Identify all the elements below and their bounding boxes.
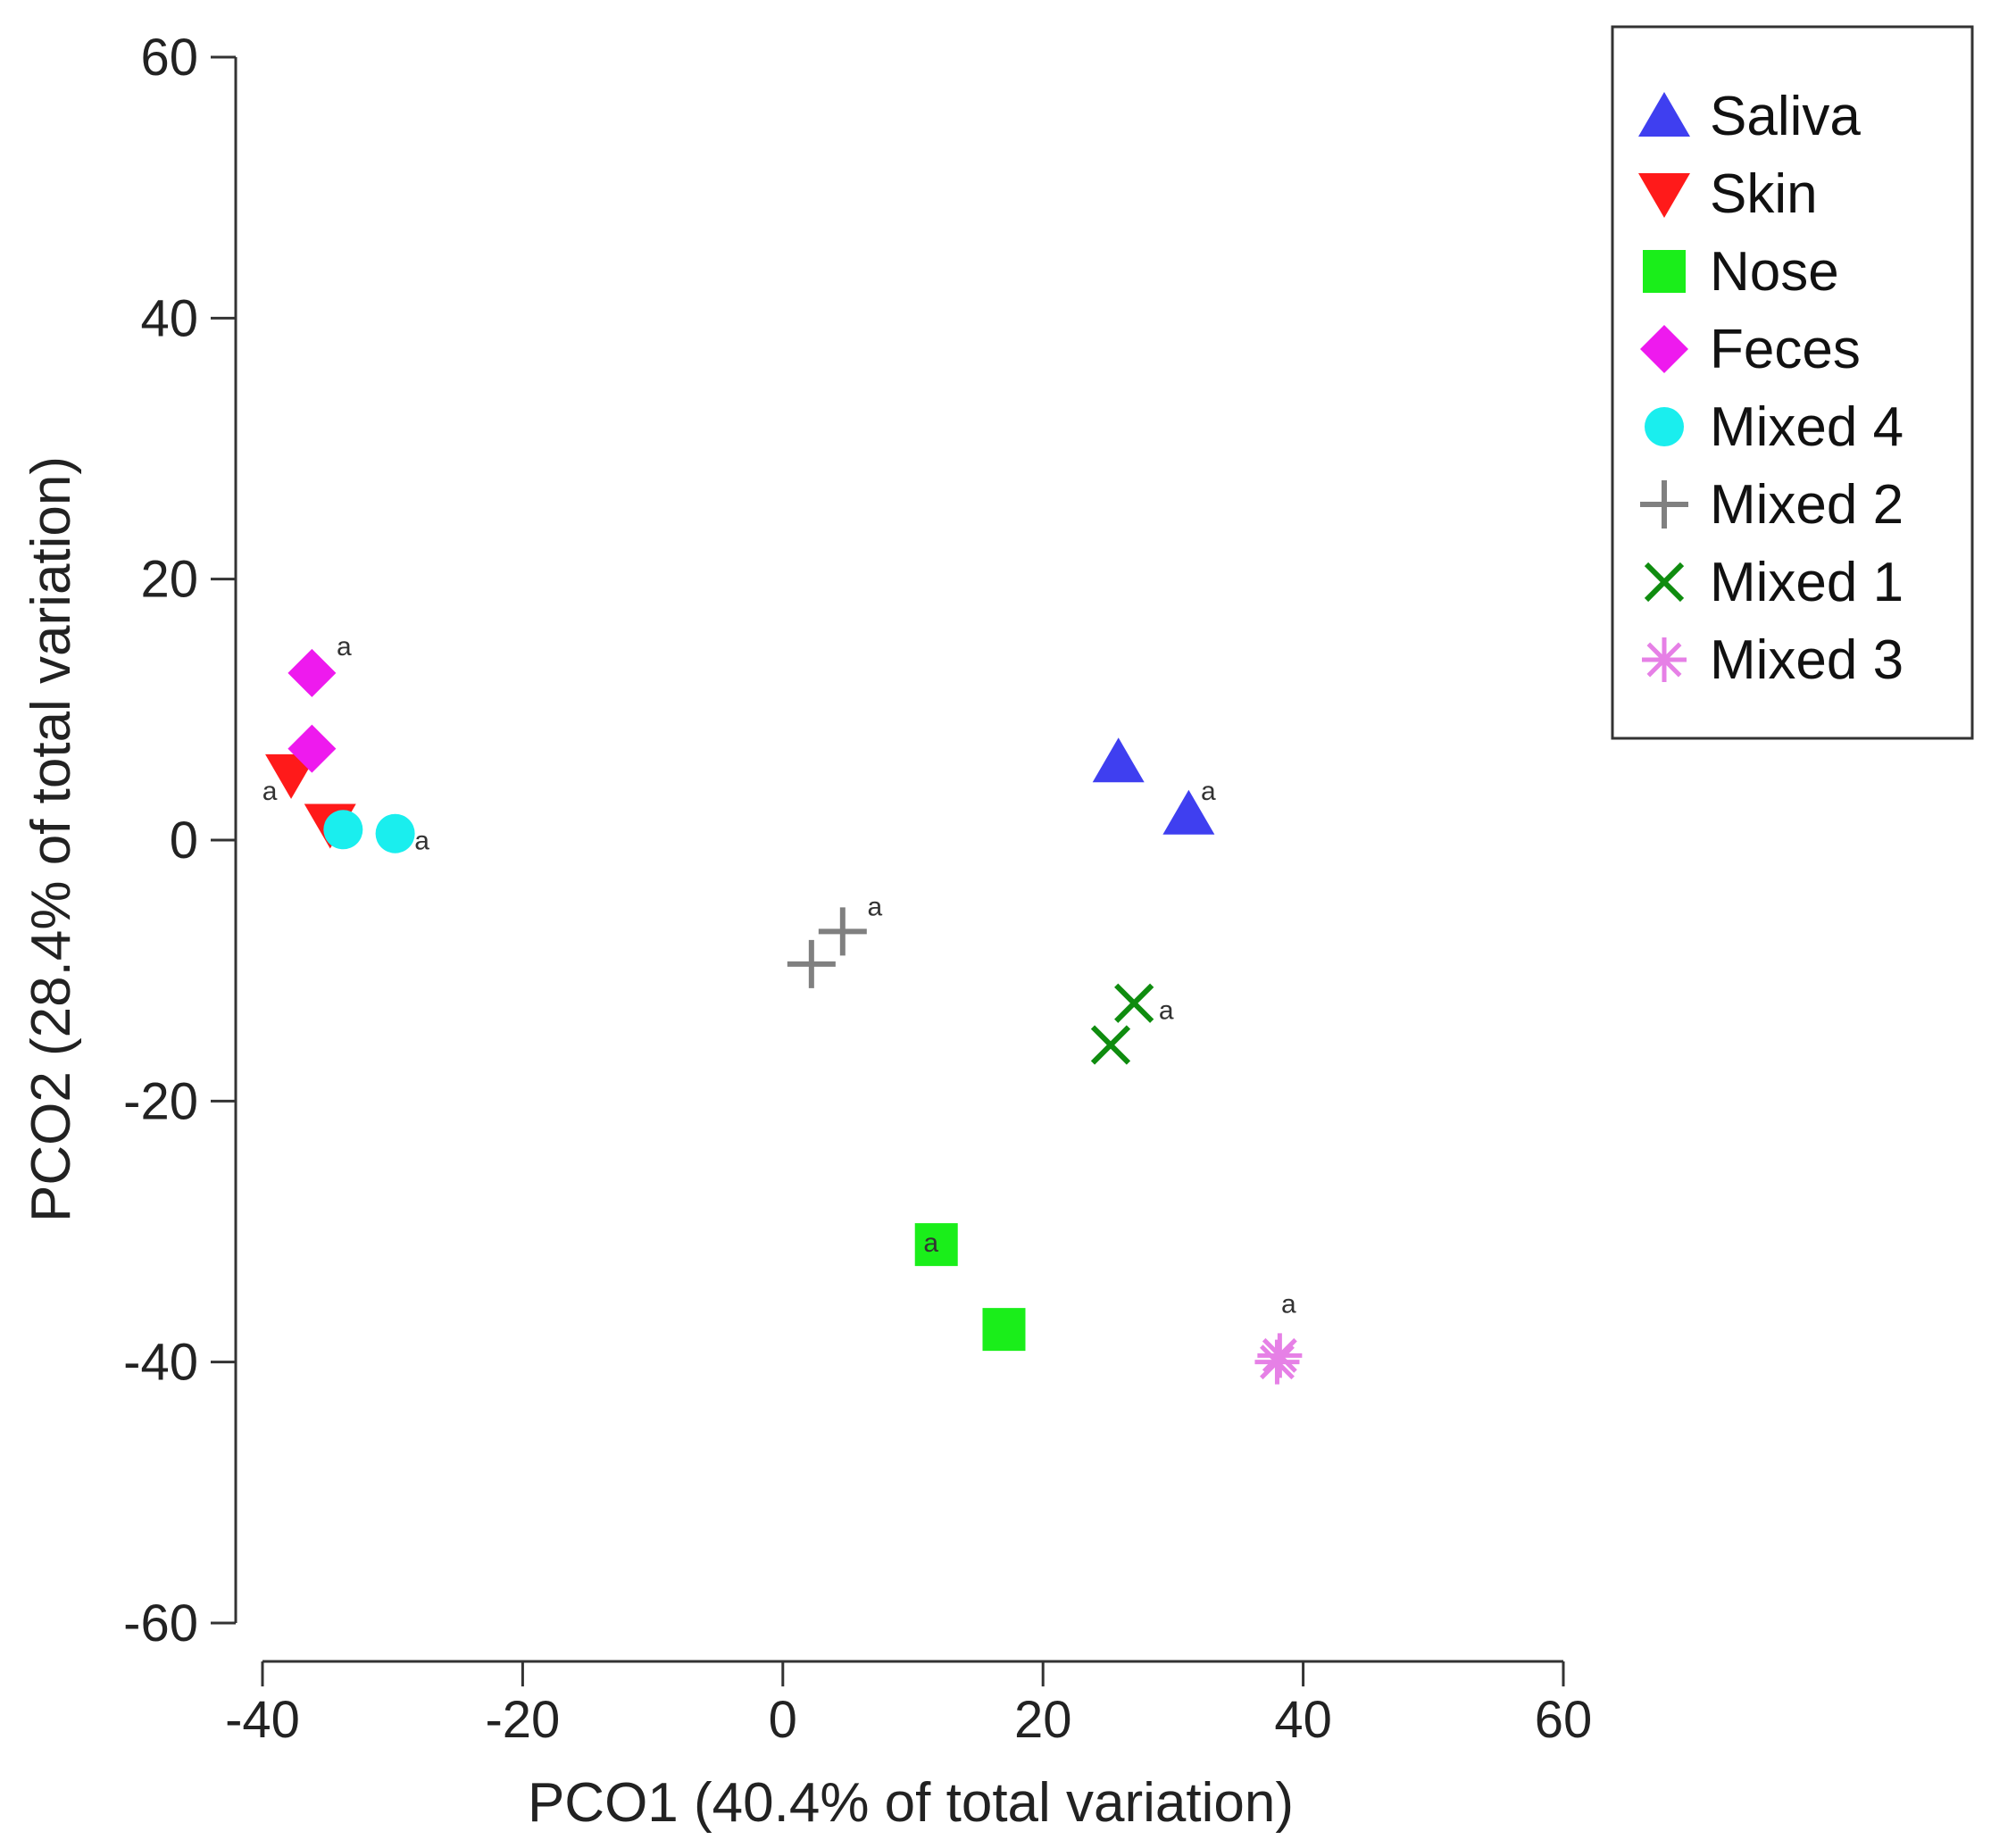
y-axis-title: PCO2 (28.4% of total variation) (21, 456, 82, 1222)
data-points: a a a a a a a a (262, 632, 1303, 1385)
y-tick-label: 40 (140, 289, 198, 347)
data-point (787, 939, 836, 988)
legend-label: Mixed 1 (1710, 552, 1904, 613)
legend-item: Nose (1643, 241, 1839, 303)
point-annotation: a (414, 827, 429, 856)
legend-label: Saliva (1710, 86, 1861, 147)
y-tick-label: 20 (140, 551, 198, 609)
series-feces: a (287, 632, 352, 773)
series-mixed-3: a (1254, 1289, 1303, 1385)
data-point (1162, 789, 1215, 835)
legend-item: Mixed 1 (1644, 552, 1904, 613)
point-annotation: a (867, 892, 882, 921)
point-annotation: a (1201, 777, 1216, 806)
y-tick-label: 0 (170, 812, 198, 870)
x-tick-label: 40 (1274, 1691, 1332, 1749)
data-point (375, 813, 415, 853)
legend-item: Saliva (1638, 86, 1861, 147)
legend-label: Mixed 3 (1710, 629, 1904, 691)
y-tick-label: -40 (123, 1334, 198, 1392)
point-annotation: a (1281, 1289, 1296, 1319)
legend-marker (1642, 637, 1687, 682)
y-tick-label: 60 (140, 29, 198, 87)
x-tick-label: -20 (485, 1691, 560, 1749)
x-tick-label: 20 (1014, 1691, 1072, 1749)
legend-item: Mixed 2 (1640, 474, 1904, 536)
data-point (1092, 737, 1145, 783)
legend-marker (1643, 250, 1686, 293)
y-tick-label: -60 (123, 1594, 198, 1652)
legend-marker (1638, 173, 1690, 218)
point-annotation: a (1159, 996, 1174, 1026)
data-point (1257, 1333, 1303, 1378)
data-point (287, 648, 337, 697)
series-mixed-4: a (323, 810, 429, 856)
data-point (1114, 983, 1154, 1023)
legend-box (1611, 25, 1974, 740)
legend-marker (1640, 325, 1688, 373)
x-tick-label: 60 (1535, 1691, 1593, 1749)
legend-item: Mixed 4 (1645, 396, 1904, 458)
series-mixed-2: a (787, 892, 882, 988)
legend: Saliva Skin Nose Feces Mixed 4 Mixed 2 Mixed 1… (1611, 25, 1974, 740)
legend-item: Mixed 3 (1642, 629, 1904, 691)
data-point (265, 753, 318, 799)
legend-item: Skin (1638, 163, 1818, 225)
legend-marker (1645, 407, 1684, 446)
point-annotation: a (337, 632, 352, 662)
legend-marker (1638, 92, 1690, 137)
data-point (914, 1223, 958, 1267)
legend-label: Nose (1710, 241, 1839, 303)
legend-label: Feces (1710, 319, 1861, 380)
data-point (1254, 1339, 1300, 1385)
data-point (287, 724, 337, 773)
legend-marker (1640, 480, 1688, 529)
data-point (1090, 1025, 1131, 1065)
x-tick-label: 0 (769, 1691, 797, 1749)
legend-label: Mixed 2 (1710, 474, 1904, 536)
point-annotation: a (262, 777, 278, 806)
data-point (982, 1308, 1026, 1352)
series-saliva: a (1092, 737, 1216, 835)
point-annotation: a (923, 1228, 938, 1258)
legend-label: Mixed 4 (1710, 396, 1904, 458)
x-axis-title: PCO1 (40.4% of total variation) (528, 1772, 1294, 1834)
x-tick-label: -40 (225, 1691, 300, 1749)
legend-item: Feces (1640, 319, 1861, 380)
legend-label: Skin (1710, 163, 1818, 225)
axes: 60 40 20 0 -20 -40 -60 -40 -20 0 20 40 60 (123, 29, 1592, 1749)
series-mixed-1: a (1090, 983, 1174, 1065)
data-point (323, 810, 363, 850)
data-point (818, 907, 867, 956)
y-tick-label: -20 (123, 1072, 198, 1130)
legend-marker (1644, 562, 1685, 603)
series-nose: a (914, 1223, 1026, 1352)
